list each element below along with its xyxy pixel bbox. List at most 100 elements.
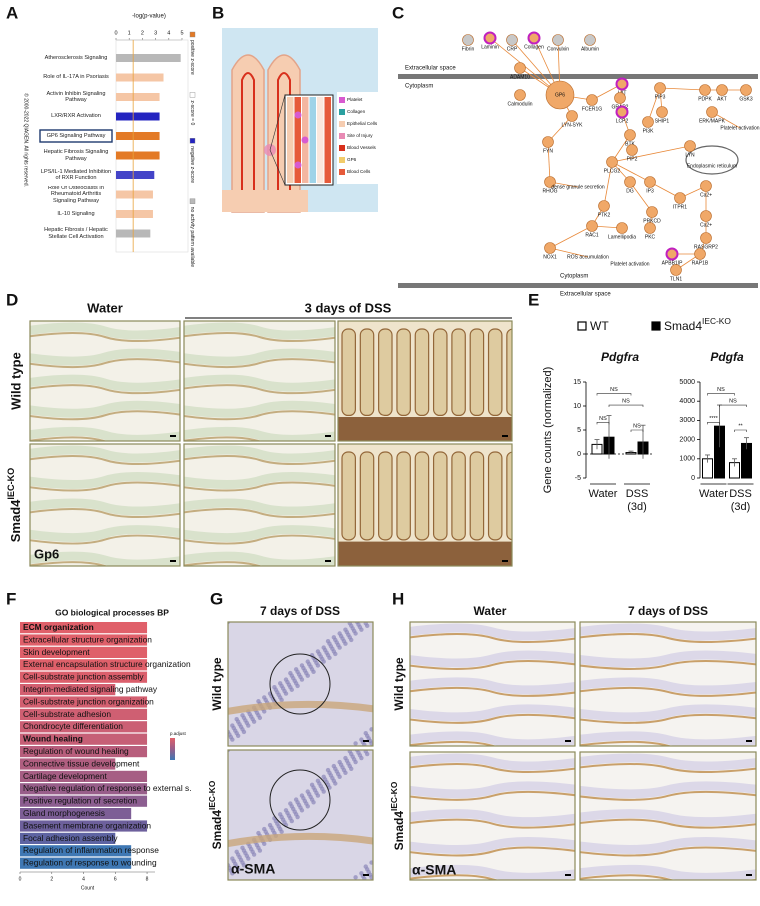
micrograph: [30, 444, 180, 566]
crypt: [341, 451, 356, 541]
stain-label: Gp6: [34, 546, 59, 561]
node-label: Ca2+: [700, 222, 712, 228]
tissue-edge: [30, 534, 180, 545]
category-label: Role Of Osteoclasts In Rheumatoid Arthri…: [48, 185, 104, 204]
x-axis-label: Count: [81, 885, 95, 891]
nucleus: [347, 750, 352, 754]
y-tick-label: 0: [691, 475, 695, 482]
villus-base: [222, 190, 308, 212]
micrograph: [228, 750, 373, 880]
category-label: Negative regulation of response to exter…: [23, 783, 192, 793]
panel-label: B: [212, 3, 224, 22]
category-label-box: Activin Inhibin Signaling Pathway: [46, 91, 105, 103]
pathway-node: [665, 247, 679, 261]
tissue-edge: [30, 358, 180, 369]
x-tick-label: 1: [128, 30, 131, 36]
region-circle: [269, 653, 331, 715]
stroma: [228, 700, 373, 715]
crypt: [469, 328, 485, 417]
node-label: ERK/MAPK: [699, 118, 726, 124]
x-tick-label: 0: [114, 30, 117, 36]
tissue-layer: [184, 374, 335, 392]
panel-label: D: [6, 290, 18, 309]
micrograph: [410, 752, 575, 880]
x-tick-label: 6: [114, 876, 117, 882]
compartment-label: Cytoplasm: [560, 274, 588, 280]
category-label-wrap: IL-10 Signaling: [40, 205, 112, 223]
tissue-layer: [30, 525, 180, 543]
node-label: TLN1: [670, 276, 682, 282]
nucleus: [363, 622, 368, 626]
node-label: SHIP1: [655, 118, 670, 124]
node-label: LCP2: [616, 118, 629, 124]
micrograph: [338, 444, 512, 566]
pathway-node: [552, 34, 564, 46]
tissue-layer: [184, 426, 335, 441]
category-label-wrap: GP6 Signaling Pathway: [40, 127, 112, 145]
significance-label: NS: [633, 423, 641, 429]
legend-label: Smad4IEC-KO: [664, 316, 731, 333]
category-label: Atherosclerosis Signaling: [44, 54, 108, 61]
pathway-node: [716, 84, 728, 96]
category-label-box: IL-10 Signaling: [40, 205, 112, 223]
pathway-node: [545, 80, 575, 110]
significance-bracket: [707, 422, 720, 425]
crypt: [359, 451, 375, 541]
nucleus: [359, 737, 364, 742]
bar: [20, 808, 132, 820]
pathway-node: [624, 176, 636, 188]
node-label: APBB1IP: [662, 260, 684, 266]
inset-layer: [324, 97, 331, 183]
node-label: Convulxin: [547, 46, 569, 52]
inset-layer: [294, 97, 301, 183]
bar: [20, 634, 148, 646]
category-label-box: Atherosclerosis Signaling: [44, 54, 108, 61]
panel-title: 7 days of DSS: [260, 604, 340, 618]
node-label: AKT: [717, 96, 727, 102]
nucleus: [331, 635, 337, 640]
legend-label: z-score = 0: [189, 100, 195, 125]
x-tick-label: 4: [167, 30, 170, 36]
node-label: NOX1: [543, 254, 557, 260]
tissue-layer: [184, 445, 335, 463]
tissue-edge: [184, 410, 335, 421]
tissue-layer: [184, 400, 335, 418]
legend-label: Blood Cells: [347, 169, 371, 174]
nucleus: [337, 759, 342, 765]
nucleus: [315, 778, 321, 784]
tissue-edge: [580, 874, 756, 880]
x-tick-label: 5: [180, 30, 183, 36]
highlight-box: [39, 129, 113, 143]
tissue-layer: [30, 445, 180, 463]
row-label-base: Smad4: [8, 499, 23, 542]
node-label: dense granule secretion: [551, 184, 605, 190]
category-label: Hepatic Fibrosis Signaling Pathway: [43, 149, 109, 162]
color-scale: [170, 738, 175, 760]
bar: [116, 93, 160, 101]
micrograph-frame: [29, 443, 181, 567]
micrograph: [410, 622, 575, 746]
region-circle: [269, 769, 331, 831]
membrane: [398, 74, 758, 79]
pathway-node: [624, 129, 636, 141]
node-label: FCER1G: [582, 106, 602, 112]
pathway-node: [700, 232, 712, 244]
node-label: Fibrin: [462, 46, 475, 52]
nucleus: [278, 681, 283, 686]
node-label: PI3K: [643, 128, 655, 134]
x-tick-label: (3d): [731, 501, 751, 513]
muscle-layer: [338, 541, 512, 566]
legend-label: negative z-score: [189, 146, 195, 183]
crypt: [414, 451, 430, 541]
bar: [20, 770, 148, 782]
category-label: Cartilage development: [23, 771, 107, 781]
tissue-edge: [30, 481, 180, 492]
micrograph: [184, 444, 335, 566]
tissue-layer: [184, 525, 335, 543]
nucleus: [325, 638, 331, 644]
y-tick-label: 2000: [679, 436, 695, 443]
pathway-node: [642, 116, 654, 128]
pathway-node: [462, 34, 474, 46]
node-label: PIP2: [627, 156, 638, 162]
category-label: Skin development: [23, 647, 90, 657]
